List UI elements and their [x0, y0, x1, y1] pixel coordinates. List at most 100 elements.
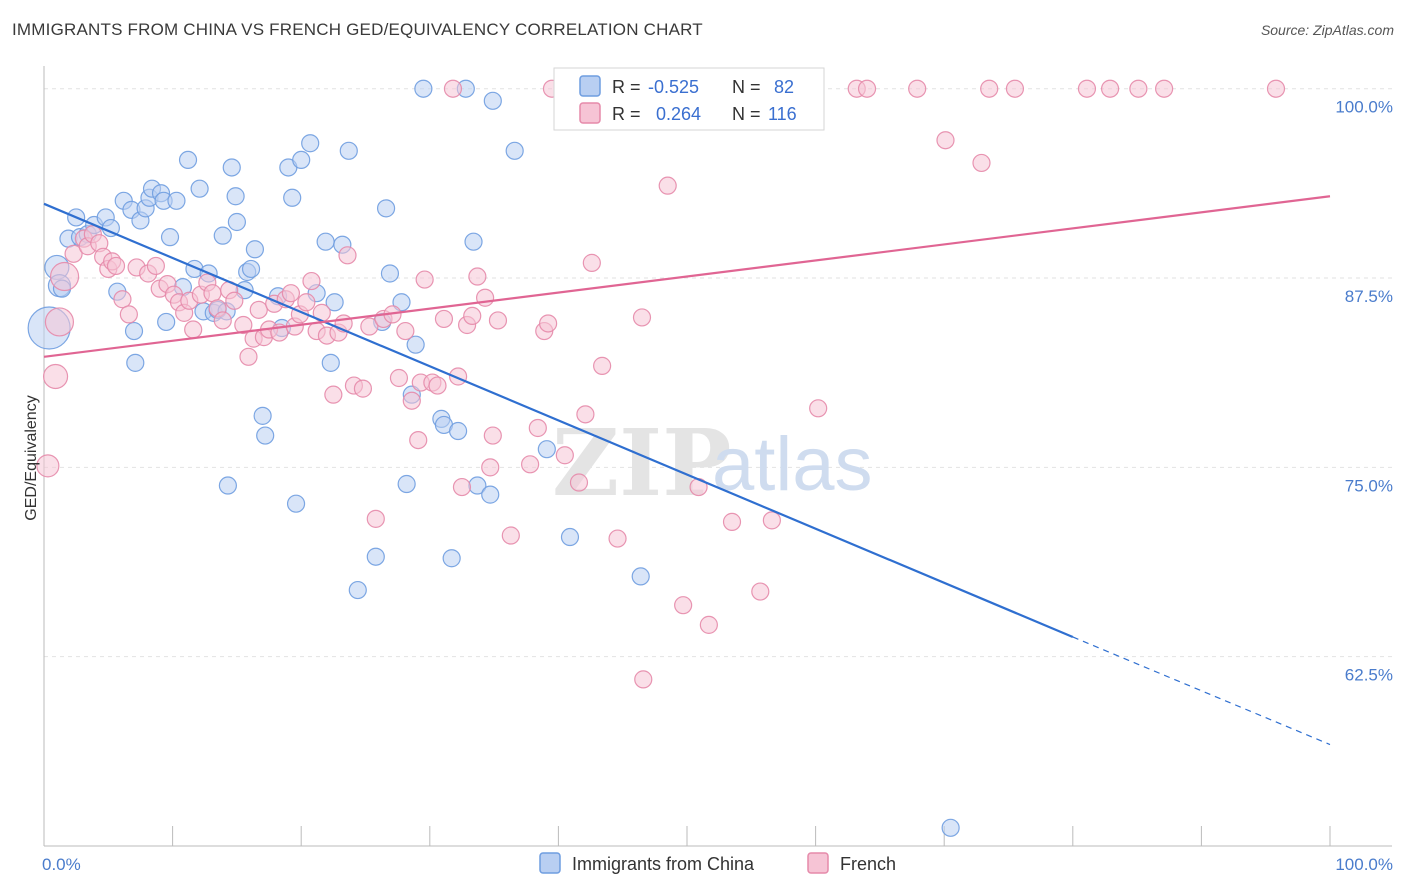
- china-point: [481, 485, 500, 504]
- french-point: [302, 271, 321, 291]
- china-point: [241, 259, 261, 279]
- french-point: [389, 368, 409, 388]
- french-point: [146, 256, 165, 276]
- french-point: [501, 526, 520, 545]
- china-point: [397, 474, 416, 494]
- french-point: [428, 376, 447, 395]
- watermark-atlas: atlas: [712, 422, 873, 507]
- french-point: [809, 399, 828, 418]
- french-point: [762, 511, 781, 530]
- french-point: [203, 284, 222, 303]
- trend-layer: [43, 195, 1331, 746]
- china-point: [301, 134, 320, 153]
- china-trend-extension: [1072, 636, 1331, 746]
- french-point: [722, 512, 742, 531]
- french-point: [402, 391, 421, 410]
- french-point: [338, 246, 357, 265]
- stats-french-swatch: [579, 102, 601, 124]
- french-point: [36, 454, 60, 478]
- stats-china-n-value: 82: [774, 77, 794, 97]
- stats-china-n-label: N =: [732, 77, 761, 97]
- french-point: [857, 79, 877, 98]
- french-point: [555, 446, 574, 465]
- french-point: [119, 305, 138, 324]
- china-point: [348, 580, 367, 600]
- y-axis-title: GED/Equivalency: [23, 395, 40, 520]
- china-point: [292, 150, 311, 170]
- french-point: [213, 311, 232, 330]
- french-point: [324, 385, 343, 404]
- french-point: [521, 455, 540, 474]
- french-point: [475, 288, 495, 307]
- china-point: [245, 240, 265, 259]
- french-point: [184, 320, 203, 339]
- grid-layer: [44, 88, 1392, 658]
- china-point: [406, 335, 425, 354]
- french-point: [281, 284, 301, 303]
- china-point: [167, 191, 186, 210]
- french-point: [658, 176, 677, 195]
- french-point: [225, 291, 244, 310]
- french-point: [1129, 79, 1148, 98]
- china-point: [442, 549, 461, 568]
- french-point: [468, 267, 487, 286]
- china-point: [560, 527, 580, 547]
- french-point: [593, 356, 612, 375]
- x-tick-label: 0.0%: [42, 855, 81, 874]
- french-point: [1100, 79, 1120, 98]
- china-trend-line: [43, 202, 1074, 639]
- china-point: [222, 158, 241, 177]
- french-point: [106, 256, 126, 276]
- y-tick-label: 100.0%: [1335, 98, 1393, 117]
- y-tick-label: 87.5%: [1345, 287, 1393, 306]
- french-point: [234, 315, 253, 335]
- x-tick-label: 100.0%: [1335, 855, 1393, 874]
- watermark: ZIP atlas: [552, 409, 873, 517]
- french-point: [249, 300, 268, 319]
- china-point: [218, 476, 237, 495]
- china-point: [126, 353, 145, 372]
- china-point: [190, 179, 209, 198]
- stats-french-r-value: 0.264: [656, 104, 701, 124]
- french-point: [415, 270, 434, 289]
- french-point: [463, 306, 482, 326]
- china-point: [392, 293, 411, 312]
- french-point: [44, 307, 75, 337]
- china-point: [339, 141, 358, 160]
- french-point: [49, 261, 80, 292]
- y-tick-label: 62.5%: [1345, 666, 1393, 685]
- french-point: [113, 290, 132, 309]
- french-point: [1077, 79, 1097, 98]
- french-point: [1005, 79, 1025, 98]
- china-point: [283, 188, 302, 207]
- french-trend-line: [43, 195, 1331, 358]
- french-point: [582, 253, 601, 272]
- french-point: [452, 477, 472, 497]
- chart-title: IMMIGRANTS FROM CHINA VS FRENCH GED/EQUI…: [12, 20, 703, 39]
- china-point: [256, 426, 275, 445]
- china-point: [537, 440, 556, 459]
- french-point: [42, 363, 69, 390]
- china-point: [253, 406, 272, 425]
- french-point: [632, 308, 652, 327]
- french-point: [699, 615, 718, 634]
- french-point: [569, 473, 589, 492]
- legend-french-label[interactable]: French: [840, 854, 896, 874]
- legend-french-swatch[interactable]: [807, 852, 829, 874]
- french-point: [443, 79, 463, 98]
- french-point: [1266, 79, 1286, 98]
- china-point: [380, 264, 400, 283]
- y-tick-label: 75.0%: [1345, 476, 1393, 495]
- french-point: [751, 582, 770, 601]
- french-point: [366, 509, 385, 528]
- china-point: [286, 494, 306, 513]
- french-point: [528, 418, 547, 438]
- legend-china-label[interactable]: Immigrants from China: [572, 854, 755, 874]
- china-point: [483, 91, 502, 110]
- legend-china-swatch[interactable]: [539, 852, 561, 874]
- china-point: [321, 353, 340, 372]
- french-point: [576, 405, 595, 424]
- legend: Immigrants from China French: [539, 852, 896, 874]
- labels-layer: 62.5% 75.0% 87.5% 100.0% 0.0% 100.0% GED/Equiv…: [23, 98, 1393, 874]
